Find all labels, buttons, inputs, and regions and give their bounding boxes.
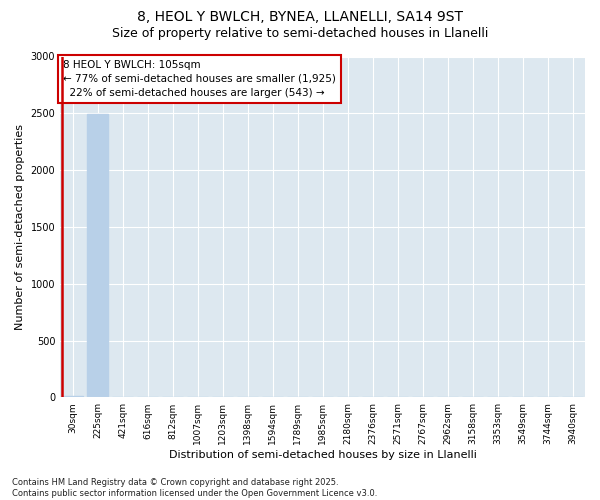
Text: 8, HEOL Y BWLCH, BYNEA, LLANELLI, SA14 9ST: 8, HEOL Y BWLCH, BYNEA, LLANELLI, SA14 9… (137, 10, 463, 24)
Text: Contains HM Land Registry data © Crown copyright and database right 2025.
Contai: Contains HM Land Registry data © Crown c… (12, 478, 377, 498)
Y-axis label: Number of semi-detached properties: Number of semi-detached properties (15, 124, 25, 330)
Bar (62, 396, 83, 398)
Text: 8 HEOL Y BWLCH: 105sqm
← 77% of semi-detached houses are smaller (1,925)
  22% o: 8 HEOL Y BWLCH: 105sqm ← 77% of semi-det… (64, 60, 336, 98)
X-axis label: Distribution of semi-detached houses by size in Llanelli: Distribution of semi-detached houses by … (169, 450, 476, 460)
Text: Size of property relative to semi-detached houses in Llanelli: Size of property relative to semi-detach… (112, 28, 488, 40)
Bar (87, 114, 108, 398)
